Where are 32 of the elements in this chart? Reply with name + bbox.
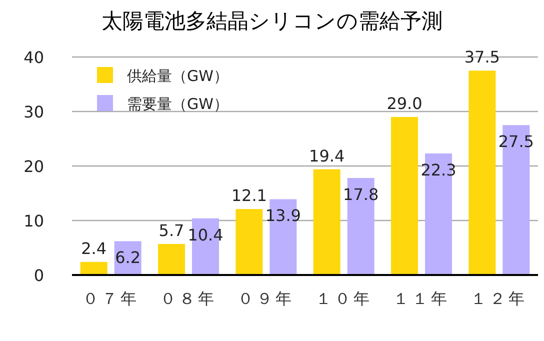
y-tick-label: 30 bbox=[24, 102, 44, 122]
y-tick-label: 0 bbox=[34, 266, 44, 285]
data-label: 17.8 bbox=[343, 184, 379, 204]
data-label: 27.5 bbox=[498, 132, 534, 152]
data-label: 37.5 bbox=[464, 48, 500, 67]
bar bbox=[313, 169, 340, 275]
data-label: 5.7 bbox=[158, 220, 184, 240]
x-tick-label: ０７年 bbox=[82, 289, 140, 308]
y-tick-label: 20 bbox=[24, 157, 44, 176]
y-tick-label: 10 bbox=[24, 212, 44, 230]
data-label: 6.2 bbox=[115, 248, 141, 268]
data-label: 13.9 bbox=[265, 206, 301, 226]
bar bbox=[236, 209, 263, 275]
data-label: 22.3 bbox=[420, 160, 456, 180]
chart-title: 太陽電池多結晶シリコンの需給予測 bbox=[102, 9, 442, 33]
bar bbox=[391, 116, 418, 275]
data-label: 12.1 bbox=[231, 186, 267, 206]
x-tick-label: ０８年 bbox=[160, 289, 217, 308]
data-label: 10.4 bbox=[188, 225, 224, 244]
data-label: 19.4 bbox=[309, 146, 345, 166]
x-tick-label: １２年 bbox=[470, 289, 528, 308]
data-label: 29.0 bbox=[386, 94, 422, 113]
bar bbox=[158, 244, 185, 275]
y-tick-label: 40 bbox=[24, 48, 44, 67]
legend-label: 供給量（GW） bbox=[127, 67, 228, 85]
bar bbox=[468, 70, 496, 275]
legend-label: 需要量（GW） bbox=[127, 95, 228, 113]
bar bbox=[80, 262, 108, 275]
data-label: 2.4 bbox=[81, 238, 107, 258]
x-tick-label: １０年 bbox=[315, 289, 372, 308]
x-tick-label: １１年 bbox=[393, 289, 450, 308]
x-tick-label: ０９年 bbox=[238, 289, 295, 308]
